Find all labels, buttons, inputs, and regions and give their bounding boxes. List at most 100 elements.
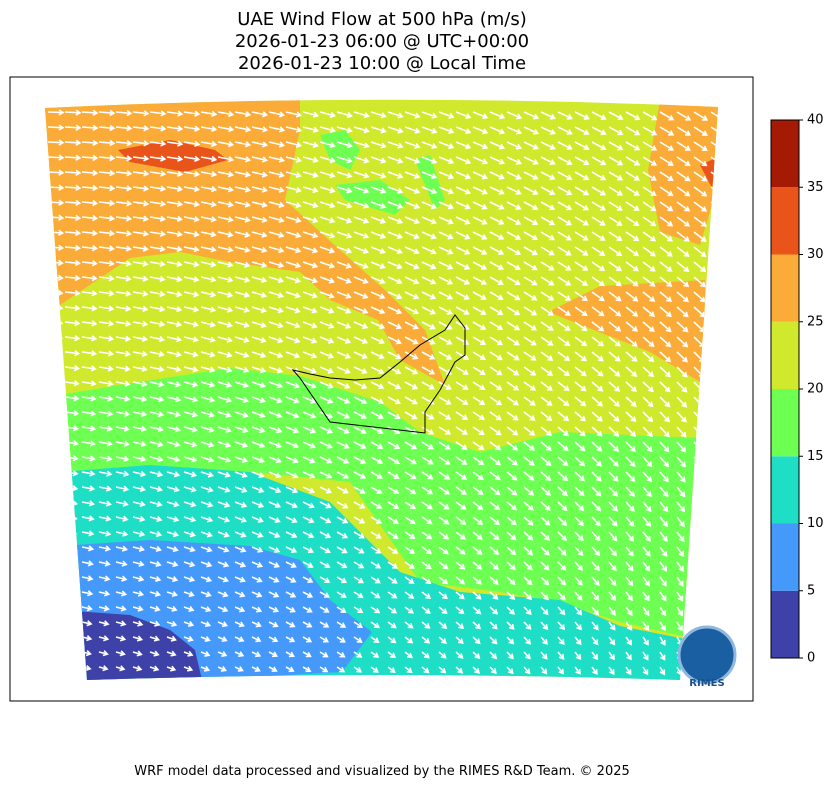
wind-arrow <box>438 666 447 674</box>
wind-arrow <box>149 665 160 672</box>
wind-arrow <box>574 621 582 631</box>
wind-arrow <box>234 186 251 193</box>
wind-arrow <box>523 111 540 120</box>
wind-arrow <box>404 141 421 149</box>
wind-arrow <box>336 201 353 209</box>
wind-arrow <box>64 395 80 402</box>
wind-arrow <box>574 186 590 196</box>
wind-arrow <box>489 381 503 391</box>
wind-arrow <box>591 471 602 482</box>
wind-arrow <box>370 501 383 509</box>
wind-arrow <box>98 395 114 402</box>
wind-arrow <box>523 441 536 451</box>
wind-arrow <box>234 156 252 163</box>
wind-arrow <box>608 201 623 211</box>
wind-arrow <box>438 621 448 629</box>
wind-arrow <box>438 471 451 480</box>
wind-arrow <box>540 126 556 135</box>
wind-arrow <box>387 216 404 225</box>
wind-arrow <box>472 306 487 315</box>
wind-arrow <box>336 261 352 269</box>
wind-arrow <box>217 186 235 193</box>
wind-arrow <box>183 426 198 433</box>
wind-arrow <box>183 635 194 642</box>
wind-arrow <box>183 291 200 298</box>
wind-arrow <box>132 410 148 418</box>
wind-arrow <box>540 606 549 616</box>
wind-arrow <box>353 636 363 643</box>
wind-arrow <box>676 276 690 288</box>
wind-arrow <box>149 605 161 612</box>
wind-arrow <box>183 665 194 672</box>
wind-arrow <box>251 126 269 133</box>
wind-arrow <box>387 471 400 480</box>
wind-arrow <box>421 231 437 240</box>
wind-arrow <box>693 261 707 273</box>
wind-arrow <box>64 545 78 552</box>
wind-arrow <box>98 169 116 177</box>
wind-arrow <box>183 606 195 613</box>
wind-arrow <box>523 366 537 376</box>
wind-arrow <box>64 214 82 222</box>
wind-arrow <box>115 140 133 147</box>
wind-arrow <box>166 605 178 612</box>
wind-arrow <box>574 291 588 301</box>
wind-arrow <box>489 561 500 570</box>
wind-arrow <box>591 501 602 512</box>
wind-arrow <box>557 231 572 241</box>
wind-arrow <box>319 366 334 374</box>
wind-arrow <box>489 651 498 660</box>
wind-arrow <box>234 501 248 508</box>
wind-arrow <box>506 291 521 301</box>
wind-arrow <box>183 516 197 523</box>
wind-arrow <box>268 531 281 538</box>
wind-arrow <box>625 576 634 587</box>
wind-arrow <box>659 531 668 543</box>
wind-arrow <box>285 486 299 494</box>
wind-arrow <box>319 411 334 419</box>
wind-arrow <box>353 546 365 554</box>
wind-arrow <box>421 441 434 450</box>
wind-arrow <box>608 651 615 661</box>
wind-arrow <box>676 411 687 423</box>
wind-arrow <box>608 351 621 362</box>
wind-arrow <box>710 306 718 318</box>
wind-arrow <box>421 381 435 390</box>
wind-arrow <box>506 426 519 436</box>
wind-arrow <box>81 320 98 327</box>
wind-arrow <box>472 621 481 630</box>
wind-arrow <box>421 186 438 195</box>
wind-arrow <box>506 516 517 526</box>
wind-arrow <box>676 576 684 587</box>
wind-arrow <box>387 411 401 420</box>
wind-arrow <box>642 156 658 166</box>
wind-arrow <box>676 366 688 378</box>
wind-arrow <box>115 530 129 537</box>
wind-arrow <box>387 621 397 629</box>
wind-arrow <box>200 561 213 568</box>
wind-arrow <box>506 246 522 256</box>
wind-arrow <box>625 216 640 227</box>
wind-arrow <box>200 576 213 583</box>
wind-arrow <box>540 231 555 241</box>
wind-arrow <box>336 516 349 524</box>
wind-arrow <box>693 171 708 182</box>
wind-arrow <box>132 455 147 463</box>
wind-arrow <box>64 229 82 237</box>
wind-arrow <box>98 545 112 552</box>
wind-arrow <box>217 141 235 148</box>
wind-arrow <box>319 246 336 254</box>
wind-arrow <box>591 531 601 542</box>
wind-arrow <box>166 590 178 598</box>
wind-arrow <box>64 334 81 342</box>
wind-arrow <box>506 381 520 391</box>
wind-arrow <box>642 246 656 257</box>
wind-arrow <box>166 170 184 177</box>
wind-arrow <box>540 651 548 660</box>
wind-arrow <box>676 156 691 167</box>
wind-arrow <box>302 411 317 419</box>
wind-arrow <box>506 471 518 481</box>
wind-arrow <box>81 560 94 567</box>
wind-arrow <box>557 486 568 497</box>
wind-arrow <box>47 409 63 417</box>
